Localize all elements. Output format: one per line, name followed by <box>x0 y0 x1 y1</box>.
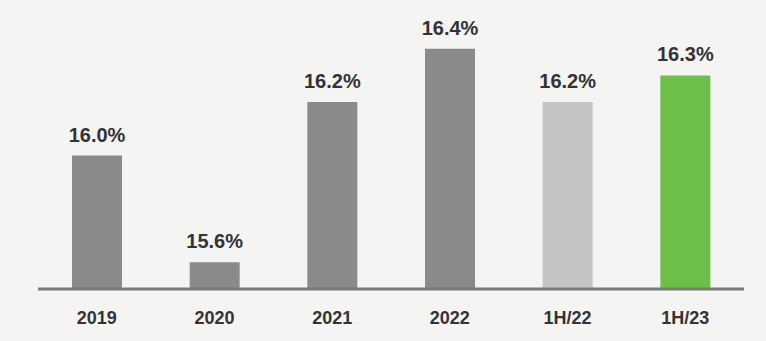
svg-text:16.0%: 16.0% <box>69 124 126 146</box>
svg-text:16.2%: 16.2% <box>304 70 361 92</box>
svg-text:16.3%: 16.3% <box>657 43 714 65</box>
svg-text:2021: 2021 <box>312 308 352 328</box>
svg-text:15.6%: 15.6% <box>186 230 243 252</box>
svg-text:16.4%: 16.4% <box>422 17 479 39</box>
svg-text:2020: 2020 <box>194 308 234 328</box>
svg-text:2019: 2019 <box>77 308 117 328</box>
svg-text:2022: 2022 <box>430 308 470 328</box>
svg-text:1H/23: 1H/23 <box>661 308 709 328</box>
svg-text:16.2%: 16.2% <box>539 70 596 92</box>
svg-text:1H/22: 1H/22 <box>543 308 591 328</box>
